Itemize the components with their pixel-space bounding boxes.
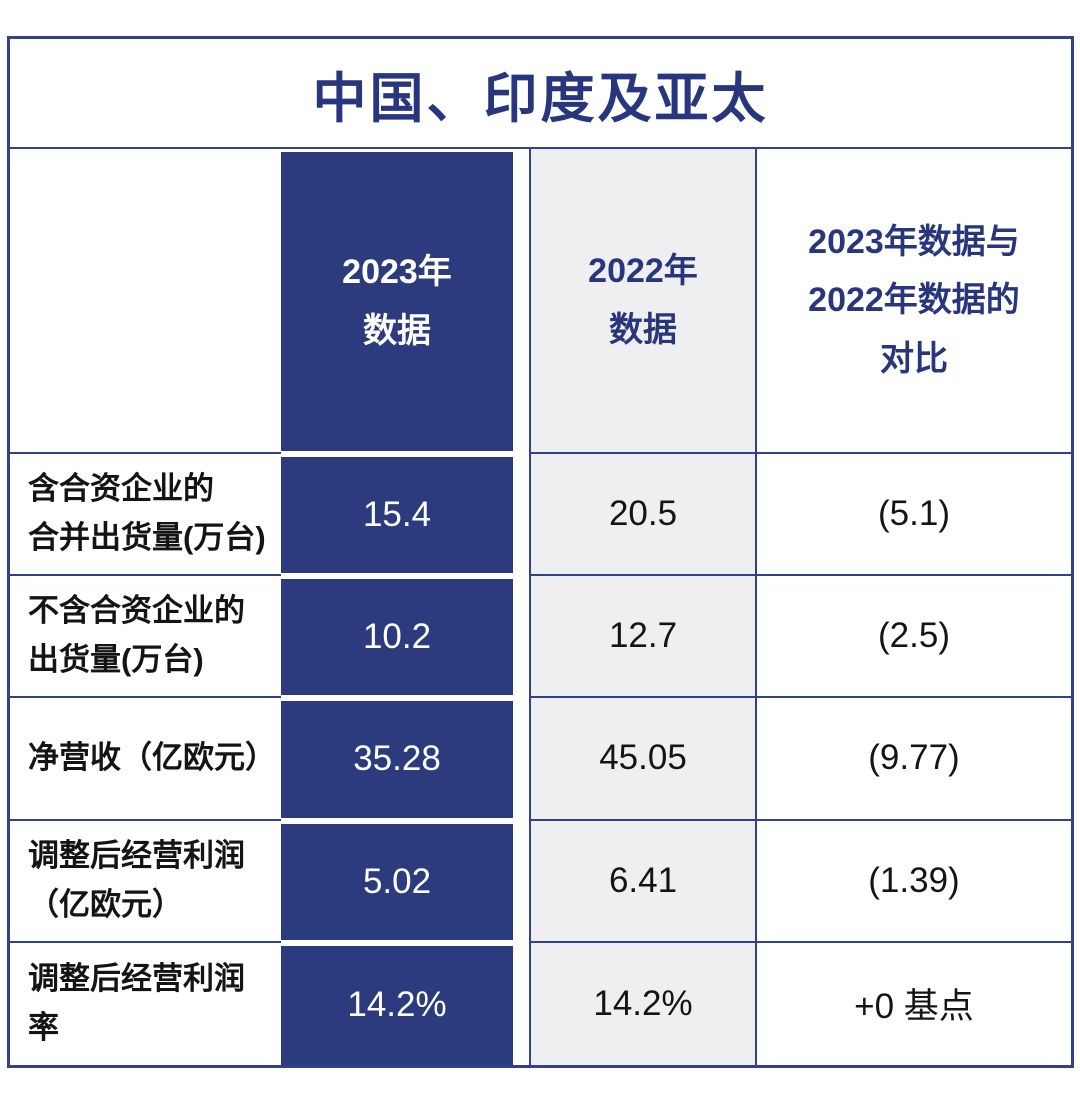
row-label-cell: 净营收（亿欧元） xyxy=(10,698,281,821)
row-label-cell: 调整后经营利润 （亿欧元） xyxy=(10,821,281,943)
header-2023-label: 2023年 数据 xyxy=(342,253,452,350)
header-2023-cell: 2023年 数据 xyxy=(281,149,513,454)
value-2023-cell: 15.4 xyxy=(281,454,513,577)
row-label-cell: 含合资企业的 合并出货量(万台) xyxy=(10,454,281,577)
column-gutter xyxy=(513,820,529,943)
value-2022-cell: 14.2% xyxy=(529,942,755,1065)
value-2023-cell: 35.28 xyxy=(281,698,513,821)
value-2022-cell: 6.41 xyxy=(529,820,755,943)
delta-cell: (1.39) xyxy=(755,820,1071,943)
column-gutter xyxy=(513,454,529,577)
column-gutter xyxy=(513,149,529,454)
delta-cell: +0 基点 xyxy=(755,942,1071,1065)
column-gutter xyxy=(513,576,529,699)
header-empty-cell xyxy=(10,149,281,454)
delta-cell: (5.1) xyxy=(755,454,1071,577)
value-2023-cell: 10.2 xyxy=(281,576,513,699)
table-title-row: 中国、印度及亚太 xyxy=(10,39,1071,149)
row-label-cell: 调整后经营利润率 xyxy=(28,960,245,1045)
header-compare-cell: 2023年数据与 2022年数据的 对比 xyxy=(755,149,1071,454)
header-compare-label: 2023年数据与 2022年数据的 对比 xyxy=(808,222,1020,378)
header-2022-cell: 2022年 数据 xyxy=(529,149,755,454)
value-2022-cell: 12.7 xyxy=(529,576,755,699)
header-2022-label: 2022年 数据 xyxy=(588,252,698,349)
data-table: 中国、印度及亚太 2023年 数据 2022年 数据 2023年数据与 2022… xyxy=(7,36,1074,1068)
table-grid: 2023年 数据 2022年 数据 2023年数据与 2022年数据的 对比 含… xyxy=(10,149,1071,1065)
value-2022-cell: 20.5 xyxy=(529,454,755,577)
value-2022-cell: 45.05 xyxy=(529,698,755,821)
column-gutter xyxy=(513,942,529,1065)
value-2023-cell: 14.2% xyxy=(281,942,513,1065)
delta-cell: (9.77) xyxy=(755,698,1071,821)
delta-cell: (2.5) xyxy=(755,576,1071,699)
column-gutter xyxy=(513,698,529,821)
value-2023-cell: 5.02 xyxy=(281,820,513,943)
page-title: 中国、印度及亚太 xyxy=(312,68,769,129)
row-label-cell: 不含合资企业的 出货量(万台) xyxy=(10,576,281,699)
